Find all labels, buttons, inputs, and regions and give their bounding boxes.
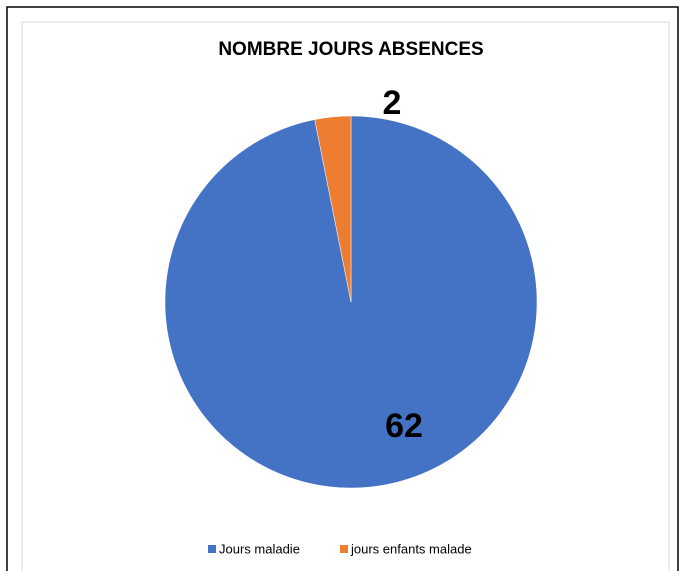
pie-slice [314, 115, 352, 303]
legend-label: jours enfants malade [350, 541, 472, 556]
legend-swatch [340, 545, 348, 553]
legend-label: Jours maladie [219, 541, 300, 556]
chart-title: NOMBRE JOURS ABSENCES [218, 39, 483, 60]
data-label: 62 [385, 407, 423, 445]
legend-swatch [208, 545, 216, 553]
data-label: 2 [383, 84, 402, 122]
